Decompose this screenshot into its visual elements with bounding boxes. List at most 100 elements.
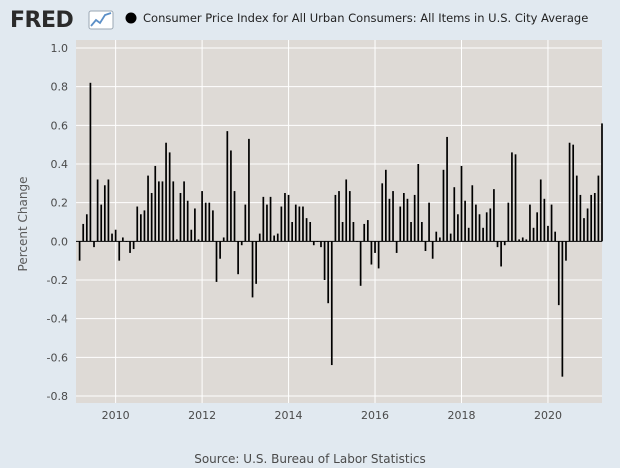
bar [514, 154, 517, 242]
bar [330, 241, 333, 366]
bar [237, 241, 239, 275]
bar [583, 218, 585, 242]
bar [150, 193, 153, 242]
bar [341, 222, 344, 242]
bar [521, 237, 524, 242]
bar [457, 214, 459, 242]
bar [179, 193, 182, 242]
bar [439, 237, 441, 242]
x-tick-label: 2014 [275, 409, 303, 422]
bar [485, 212, 488, 242]
bar [525, 239, 528, 242]
bar [118, 241, 121, 261]
bar [471, 185, 474, 242]
bar [557, 241, 560, 306]
bar [464, 200, 466, 242]
bar [460, 165, 463, 242]
x-axis-ticks: 2010 2012 2014 2016 2018 2020 [102, 409, 562, 422]
bar [103, 185, 106, 242]
y-tick-label: 0.8 [51, 81, 69, 94]
legend: Consumer Price Index for All Urban Consu… [125, 11, 588, 25]
bar [208, 202, 211, 242]
bar [161, 181, 164, 242]
bar [233, 191, 236, 242]
y-tick-label: -0.2 [47, 274, 68, 287]
bar [446, 136, 448, 242]
bar [190, 229, 193, 242]
bar [262, 196, 265, 242]
bar [377, 241, 380, 269]
x-tick-label: 2018 [447, 409, 475, 422]
bar [421, 222, 423, 242]
bar [280, 206, 283, 242]
bar [294, 204, 297, 242]
bar [197, 239, 200, 242]
x-tick-label: 2010 [102, 409, 130, 422]
bar [287, 194, 290, 242]
bar [212, 210, 214, 242]
bar [597, 175, 600, 242]
bar [168, 152, 171, 242]
bar [143, 210, 146, 242]
bar [424, 241, 427, 251]
bar [363, 223, 366, 242]
bar [298, 206, 301, 242]
bar [428, 202, 430, 242]
y-tick-label: 1.0 [51, 42, 69, 55]
bar [240, 241, 243, 246]
bar [327, 241, 330, 304]
y-tick-label: 0.0 [51, 235, 69, 248]
bar [312, 241, 315, 246]
bar [536, 212, 538, 242]
bar [111, 233, 113, 242]
fred-logo-graph-icon [88, 10, 114, 30]
bar [568, 142, 571, 242]
bar [258, 233, 261, 242]
y-tick-label: -0.4 [47, 313, 68, 326]
bar [320, 241, 322, 248]
bar [121, 237, 124, 242]
bar [204, 202, 207, 242]
bar [338, 191, 340, 242]
fred-logo: FRED [10, 8, 114, 33]
bar [230, 150, 232, 242]
bar [114, 229, 117, 242]
bar [172, 181, 175, 242]
bar [222, 237, 225, 242]
bar [359, 241, 362, 286]
bar [554, 231, 557, 242]
bar [215, 241, 218, 282]
bar [449, 233, 452, 242]
bar [154, 165, 157, 242]
legend-label: Consumer Price Index for All Urban Consu… [143, 11, 588, 25]
bar [543, 198, 546, 242]
bar [539, 179, 542, 242]
bar [100, 204, 103, 242]
bar [302, 206, 304, 242]
source-note: Source: U.S. Bureau of Labor Statistics [194, 452, 426, 466]
bar [431, 241, 434, 259]
bar [489, 208, 492, 242]
bar [244, 204, 247, 242]
bar [532, 227, 535, 242]
bar [496, 241, 499, 248]
y-tick-label: 0.6 [51, 119, 69, 132]
bar [194, 208, 196, 242]
bar [565, 241, 567, 261]
bar [392, 191, 394, 242]
bar [503, 241, 506, 246]
bar [442, 169, 445, 242]
bar [561, 241, 564, 377]
bar [176, 239, 178, 242]
bar [403, 193, 405, 242]
bar [96, 179, 99, 242]
fred-logo-text: FRED [10, 8, 73, 33]
bar [269, 196, 272, 242]
bar [147, 175, 149, 242]
bar [255, 241, 257, 284]
bar [547, 225, 549, 242]
bar [370, 241, 373, 265]
bar [89, 82, 92, 242]
bar [395, 241, 398, 253]
